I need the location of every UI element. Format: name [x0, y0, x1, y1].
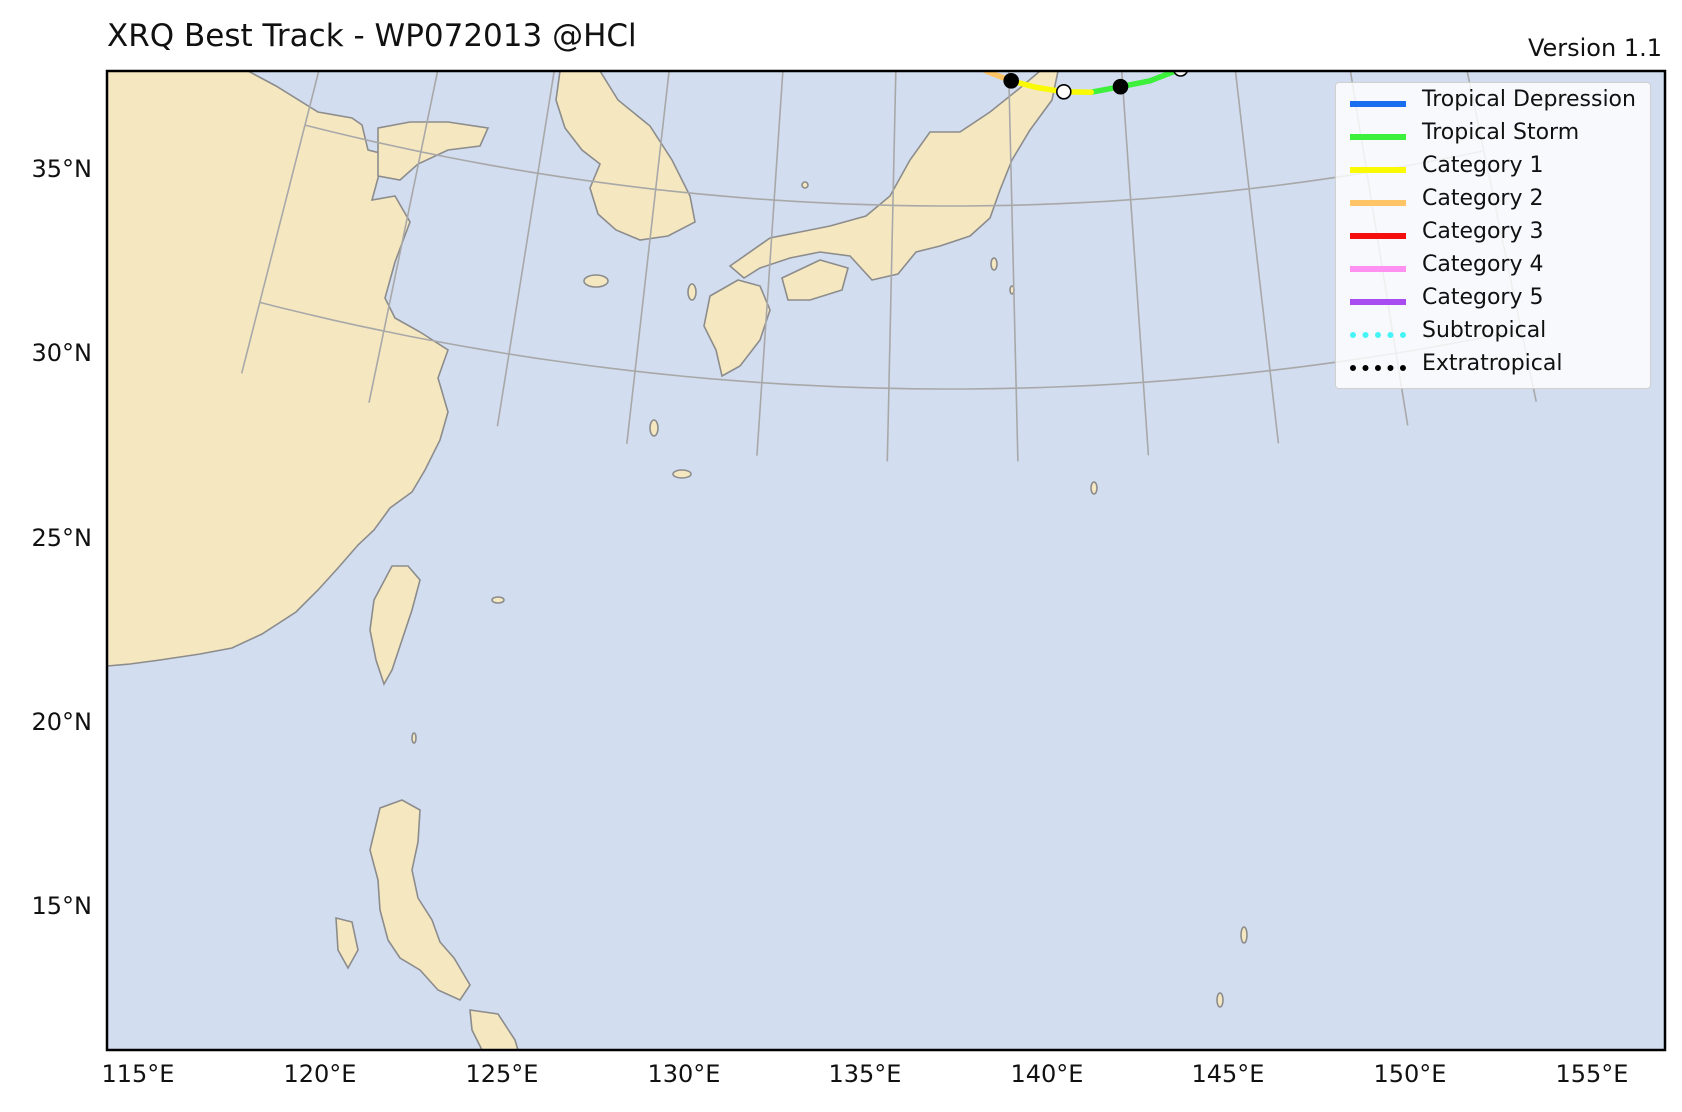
meridian-line [1007, 71, 1019, 462]
shikoku-island [781, 259, 849, 301]
lat-label-25n: 25°N [31, 524, 93, 552]
track-segment [1146, 71, 1183, 84]
meridian-line [886, 71, 897, 462]
legend-item-category-4: Category 4 [1346, 251, 1646, 284]
track-point-filled [1112, 78, 1129, 95]
meridian-line [626, 71, 670, 444]
lon-label-120e: 120°E [283, 1060, 357, 1088]
track-point-open [1280, 5, 1294, 19]
track-point-filled [1003, 73, 1020, 89]
samar-island [469, 1009, 519, 1050]
lon-label-130e: 130°E [647, 1060, 721, 1088]
legend-swatch [1350, 134, 1406, 140]
track-point-filled [908, 25, 922, 39]
meridian-line [756, 71, 784, 456]
legend-label: Extratropical [1422, 351, 1563, 376]
track-segment [812, 0, 840, 2]
track-segment [1287, 1, 1315, 12]
track-point-open [1173, 71, 1189, 77]
track-segment [941, 45, 966, 60]
mariana-island-2 [1216, 992, 1224, 1008]
track-segment [840, 2, 866, 7]
legend-swatch [1350, 365, 1406, 371]
mariana-island-1 [1240, 926, 1248, 944]
honshu-island [728, 71, 1059, 281]
legend-label: Category 5 [1422, 285, 1544, 310]
lat-label-20n: 20°N [31, 708, 93, 736]
legend-item-tropical-depression: Tropical Depression [1346, 86, 1646, 119]
lon-label-150e: 150°E [1373, 1060, 1447, 1088]
mindoro-island [335, 916, 359, 970]
amami-island [649, 419, 659, 437]
lon-label-155e: 155°E [1555, 1060, 1629, 1088]
track-point-open [860, 0, 874, 14]
shandong-peninsula [377, 121, 490, 181]
legend-label: Category 4 [1422, 252, 1544, 277]
china-mainland [107, 71, 449, 667]
track-segment [1257, 12, 1287, 23]
luzon-island [369, 799, 471, 1002]
lon-label-135e: 135°E [828, 1060, 902, 1088]
ulleung-island [801, 181, 809, 189]
legend-item-category-5: Category 5 [1346, 284, 1646, 317]
meridian-line [496, 71, 556, 427]
lon-label-140e: 140°E [1010, 1060, 1084, 1088]
track-segment [890, 17, 914, 32]
legend-item-tropical-storm: Tropical Storm [1346, 119, 1646, 152]
taiwan-island [369, 565, 421, 686]
meridian-line [240, 71, 320, 374]
tsushima-island [687, 283, 697, 301]
chart-title: XRQ Best Track - WP072013 @HCl [107, 18, 637, 54]
track-point-open [1056, 84, 1072, 100]
legend-swatch [1350, 266, 1406, 272]
legend-swatch [1350, 299, 1406, 305]
legend-label: Category 2 [1422, 186, 1544, 211]
legend-item-category-3: Category 3 [1346, 218, 1646, 251]
kyushu-island [703, 279, 771, 378]
lat-label-30n: 30°N [31, 339, 93, 367]
lat-label-15n: 15°N [31, 892, 93, 920]
legend-label: Category 1 [1422, 153, 1544, 178]
yaeyama-island [491, 596, 505, 604]
meridian-line [1234, 71, 1280, 444]
bonin-island [1090, 481, 1098, 495]
izu-island [990, 257, 998, 271]
lon-label-125e: 125°E [465, 1060, 539, 1088]
legend-swatch [1350, 233, 1406, 239]
lon-label-145e: 145°E [1191, 1060, 1265, 1088]
okinawa-island [672, 469, 692, 479]
legend-item-category-1: Category 1 [1346, 152, 1646, 185]
meridian-line [368, 71, 439, 403]
batanes-island [411, 732, 417, 744]
version-label: Version 1.1 [1527, 34, 1662, 62]
korean-peninsula [555, 71, 696, 241]
track-segment [1314, 0, 1337, 1]
legend-label: Tropical Storm [1422, 120, 1580, 145]
legend-item-extratropical: Extratropical [1346, 350, 1646, 383]
track-segment [915, 32, 942, 45]
legend: Tropical Depression Tropical Storm Categ… [1335, 82, 1651, 389]
track-segment [1178, 71, 1185, 72]
legend-swatch [1350, 101, 1406, 107]
meridian-line [1120, 71, 1150, 456]
track-point-open [959, 53, 973, 67]
map-frame [105, 69, 1667, 1052]
track-segment [1230, 24, 1257, 40]
legend-label: Subtropical [1422, 318, 1547, 343]
lon-label-115e: 115°E [101, 1060, 175, 1088]
legend-swatch [1350, 332, 1406, 338]
track-segment [867, 7, 891, 17]
track-segment [1207, 40, 1229, 63]
legend-label: Tropical Depression [1422, 87, 1636, 112]
legend-item-subtropical: Subtropical [1346, 317, 1646, 350]
legend-item-category-2: Category 2 [1346, 185, 1646, 218]
track-point-filled [1223, 33, 1237, 47]
legend-swatch [1350, 167, 1406, 173]
legend-label: Category 3 [1422, 219, 1544, 244]
jeju-island [583, 274, 609, 288]
legend-swatch [1350, 200, 1406, 206]
lat-label-35n: 35°N [31, 155, 93, 183]
